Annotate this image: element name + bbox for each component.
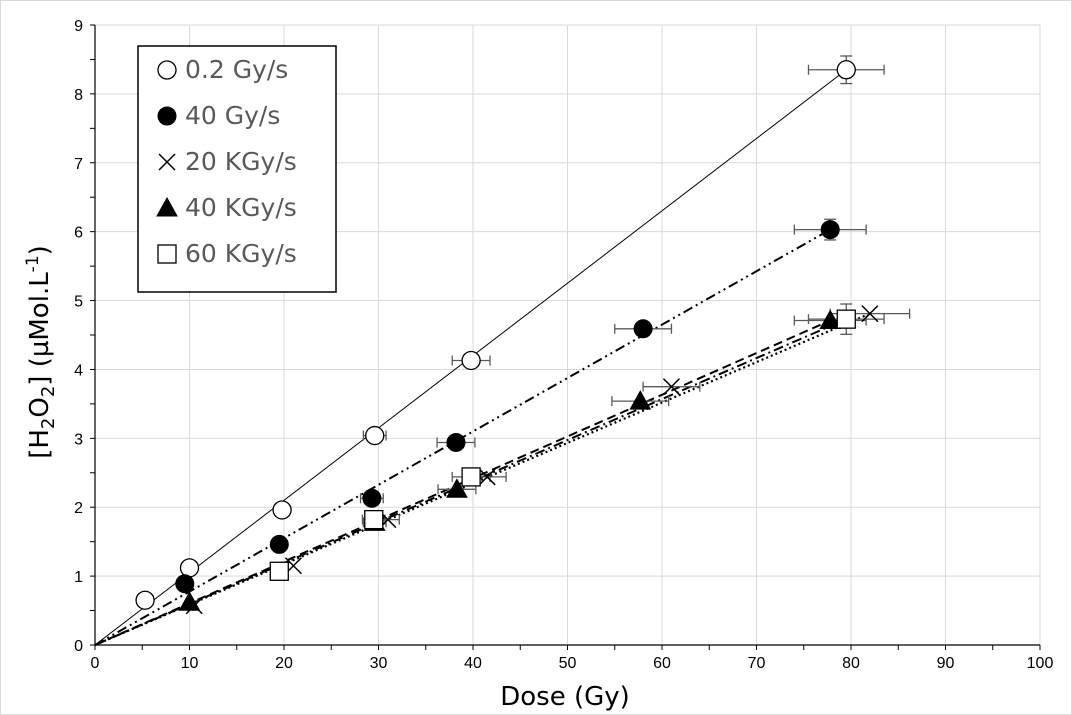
y-tick-label: 7: [74, 156, 83, 173]
legend-marker-5: [157, 244, 177, 264]
data-point-series-5: [836, 309, 856, 329]
data-point-series-2: [633, 319, 653, 339]
data-point-series-3: [478, 468, 496, 486]
data-point-series-4: [178, 591, 201, 611]
y-title-sub-1: 2: [38, 418, 59, 429]
y-tick-label: 9: [74, 18, 83, 35]
axes: [90, 24, 1041, 650]
y-tick-label: 5: [74, 294, 83, 311]
fit-line-series-4: [94, 319, 831, 646]
y-title-part-4: ): [25, 245, 55, 255]
y-tick-label: 2: [74, 500, 83, 517]
y-title-part-2: O: [25, 397, 55, 417]
y-axis-title: [H2O2] (µMol.L-1): [23, 245, 59, 459]
x-tick-label: 100: [1027, 655, 1054, 672]
legend-label-3: 20 KGy/s: [185, 147, 297, 176]
data-point-series-1: [135, 590, 155, 610]
data-point-series-2: [820, 220, 840, 240]
x-tick-label: 80: [842, 655, 860, 672]
data-point-series-2: [269, 534, 289, 554]
data-point-series-5: [461, 467, 481, 487]
y-tick-label: 3: [74, 431, 83, 448]
data-point-series-1: [365, 425, 385, 446]
data-point-series-5: [364, 509, 384, 530]
legend-marker-4: [156, 196, 178, 217]
data-point-series-3: [662, 378, 680, 396]
data-point-series-2: [175, 574, 195, 594]
legend: 0.2 Gy/s 40 Gy/s 20 KGy/s 40 KGy/s 60 KGy/s: [137, 45, 337, 293]
y-tick-label: 8: [74, 87, 83, 104]
y-tick-label: 0: [74, 638, 83, 655]
x-tick-label: 70: [748, 655, 766, 672]
data-points: [135, 60, 879, 615]
error-bars: [359, 55, 911, 528]
y-tick-label: 1: [74, 569, 83, 586]
data-point-series-4: [819, 309, 842, 330]
x-tick-label: 0: [91, 655, 100, 672]
y-title-sub-2: 2: [38, 386, 59, 397]
y-title-sup: -1: [23, 255, 43, 272]
x-tick-label: 30: [370, 655, 388, 672]
data-point-series-1: [461, 350, 481, 371]
y-tick-label: 6: [74, 225, 83, 242]
x-tick-label: 10: [181, 655, 199, 672]
x-tick-label: 90: [937, 655, 955, 672]
x-tick-label: 60: [653, 655, 671, 672]
legend-marker-1: [157, 60, 177, 80]
y-tick-labels: 0 1 2 3 4 5 6 7 8 9: [74, 18, 83, 655]
y-title-part-3: ] (µMol.L: [25, 272, 55, 386]
x-axis-title: Dose (Gy): [500, 682, 630, 712]
data-point-series-1: [836, 60, 856, 80]
data-point-series-3: [861, 305, 879, 323]
y-title-part-1: [H: [25, 429, 55, 459]
x-tick-label: 40: [464, 655, 482, 672]
legend-label-4: 40 KGy/s: [185, 193, 297, 222]
legend-label-2: 40 Gy/s: [185, 101, 280, 130]
data-point-series-5: [269, 561, 289, 581]
x-tick-labels: 0 10 20 30 40 50 60 70 80 90 100: [91, 655, 1054, 672]
data-point-series-2: [446, 432, 466, 452]
data-point-series-4: [629, 390, 652, 410]
legend-marker-3: [158, 153, 176, 171]
data-point-series-1: [272, 500, 292, 520]
legend-marker-2: [157, 106, 177, 126]
x-tick-label: 50: [559, 655, 577, 672]
data-point-series-2: [362, 488, 382, 508]
data-point-series-1: [179, 558, 200, 578]
y-tick-label: 4: [74, 362, 83, 379]
x-tick-label: 20: [275, 655, 293, 672]
legend-label-1: 0.2 Gy/s: [185, 55, 288, 84]
data-point-series-4: [446, 478, 468, 498]
legend-label-5: 60 KGy/s: [185, 239, 297, 268]
